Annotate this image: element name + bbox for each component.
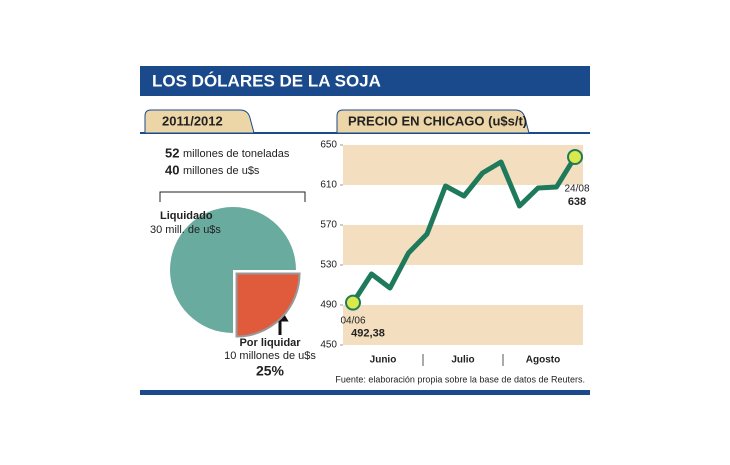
fact-label: millones de u$s (183, 165, 260, 177)
x-label: 04/06 (340, 315, 365, 326)
line-title: PRECIO EN CHICAGO (u$s/t) (348, 113, 527, 128)
band (343, 225, 583, 265)
slice-label: Liquidado (160, 210, 213, 222)
slice-label: Por liquidar (239, 337, 301, 349)
pie-slice (235, 272, 301, 338)
fact-label: millones de toneladas (183, 148, 290, 160)
month-label: Agosto (526, 355, 560, 366)
bracket (159, 191, 306, 202)
header-title: LOS DÓLARES DE LA SOJA (152, 71, 381, 90)
band (343, 145, 583, 185)
slice-value-label: 10 millones de u$s (224, 350, 316, 362)
endpoint (567, 149, 583, 165)
endpoint (345, 294, 361, 311)
value-label: 492,38 (351, 328, 385, 340)
pie-title: 2011/2012 (162, 113, 223, 128)
slice-value-label: 30 mill. de u$s (150, 224, 221, 236)
fact-value: 52 (165, 145, 179, 160)
month-label: Julio (451, 355, 474, 366)
pie-slice (170, 207, 296, 333)
y-tick-label: 570 (320, 220, 337, 231)
y-tick-label: 530 (320, 260, 337, 271)
percent-label: 25% (256, 363, 285, 379)
tab (336, 109, 530, 134)
value-label: 638 (568, 196, 586, 208)
y-tick-label: 610 (320, 180, 337, 191)
y-tick-label: 650 (320, 140, 337, 151)
tab (144, 109, 255, 134)
band (343, 305, 583, 345)
fact-value: 40 (165, 162, 179, 177)
x-label: 24/08 (564, 184, 589, 195)
footer-bar (140, 390, 590, 395)
header-bar (140, 66, 590, 96)
source: Fuente: elaboración propia sobre la base… (335, 374, 585, 384)
y-tick-label: 490 (320, 300, 337, 311)
month-label: Junio (370, 355, 397, 366)
price-line (350, 155, 578, 304)
y-tick-label: 450 (320, 340, 337, 351)
